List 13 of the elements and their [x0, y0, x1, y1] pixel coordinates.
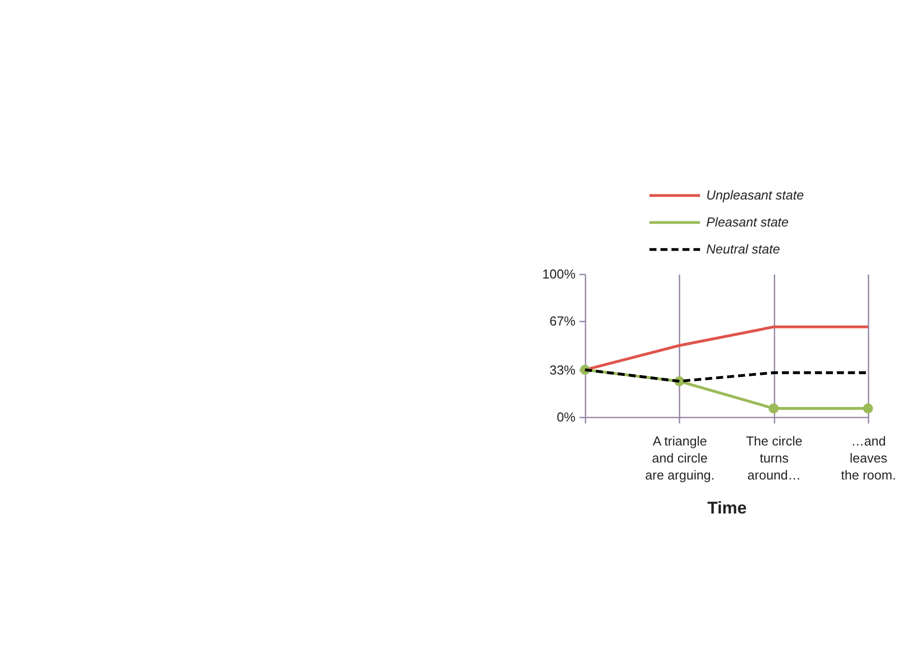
legend-label: Pleasant state — [706, 214, 789, 230]
point — [863, 403, 873, 414]
legend-label: Unpleasant state — [706, 188, 804, 202]
point — [768, 403, 779, 414]
y-tick-label: 33% — [549, 362, 576, 378]
x-tick-label: A triangle and circle are arguing. — [645, 434, 715, 482]
y-tick-label: 100% — [542, 266, 576, 282]
x-axis-title: Time — [707, 498, 747, 518]
x-tick-label: …and leaves the room. — [841, 434, 896, 482]
x-tick-label: The circle turns around… — [746, 434, 802, 482]
y-tick-label: 0% — [556, 410, 576, 424]
legend-label: Neutral state — [706, 242, 780, 256]
y-tick-label: 67% — [549, 314, 576, 329]
